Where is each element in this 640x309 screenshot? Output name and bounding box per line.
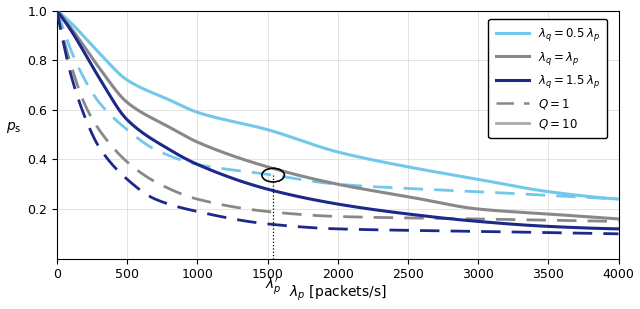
Legend: $\lambda_q =0.5\, \lambda_p$, $\lambda_q = \lambda_p$, $\lambda_q =1.5\, \lambda: $\lambda_q =0.5\, \lambda_p$, $\lambda_q… <box>488 19 607 138</box>
X-axis label: $\lambda_p$ [packets/s]: $\lambda_p$ [packets/s] <box>289 284 387 303</box>
Text: $\lambda_p^\prime$: $\lambda_p^\prime$ <box>265 276 282 297</box>
Y-axis label: $p_\mathrm{s}$: $p_\mathrm{s}$ <box>6 120 21 135</box>
